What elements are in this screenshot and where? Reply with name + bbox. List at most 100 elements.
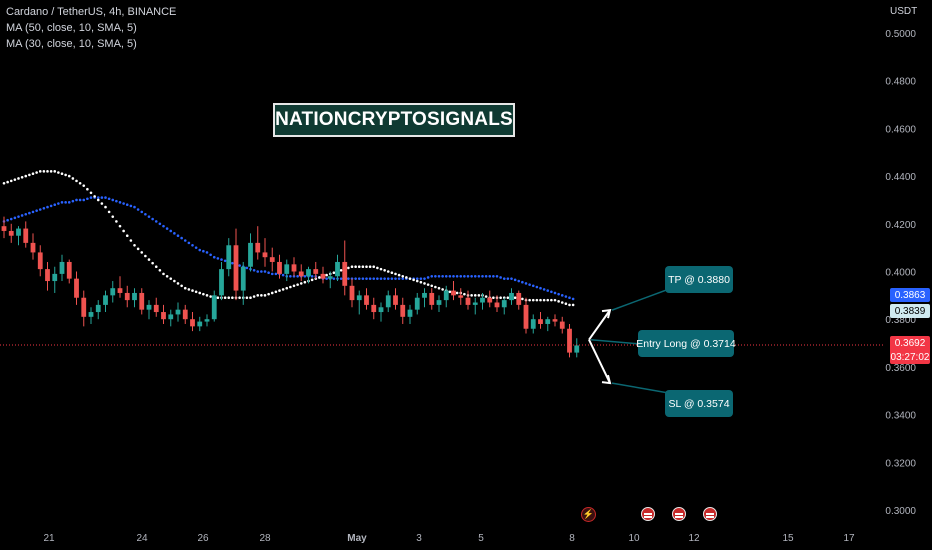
candle-body [545, 319, 551, 324]
ma50-point [270, 272, 274, 276]
ma50-point [484, 274, 488, 278]
ma50-point [86, 197, 89, 201]
ma50-point [28, 211, 31, 215]
ma50-point [111, 198, 115, 202]
ma30-point [292, 284, 296, 288]
candle-body [240, 266, 246, 291]
us-flag-icon[interactable] [703, 507, 717, 521]
ma50-point [506, 277, 510, 280]
ma50-point [17, 215, 20, 218]
candle-body [306, 269, 311, 277]
ma50-point [415, 277, 419, 280]
ma30-point [521, 297, 524, 301]
ma50-point [499, 276, 502, 279]
candle-body [284, 264, 290, 274]
candle-body [342, 261, 348, 286]
candle-body [45, 269, 50, 282]
us-flag-icon[interactable] [641, 507, 655, 521]
entry-callout[interactable]: Entry Long @ 0.3714 [636, 330, 736, 357]
candle-body [574, 345, 580, 353]
ma30-point [339, 269, 343, 272]
ma30-point [571, 303, 575, 307]
ma30-legend[interactable]: MA (30, close, 10, SMA, 5) [6, 38, 137, 50]
ma30-point [379, 267, 383, 271]
candle-body [277, 261, 282, 274]
ma50-point [169, 229, 173, 233]
ma30-point [263, 294, 267, 297]
ma30-point [386, 270, 390, 273]
ma30-point [100, 202, 104, 205]
ma50-point [9, 217, 13, 221]
ma50-point [365, 277, 368, 280]
ma50-point [238, 264, 241, 267]
ma30-point [176, 282, 180, 285]
ma50-point [46, 205, 49, 209]
ma50-point [546, 289, 550, 292]
ma50-point [394, 277, 397, 280]
ma50-point [426, 276, 430, 279]
ma30-point [267, 292, 270, 296]
ma30-point [430, 284, 434, 288]
lightning-icon[interactable]: ⚡ [581, 507, 596, 522]
price-tick-label: 0.4800 [885, 77, 916, 88]
ma30-point [506, 296, 510, 300]
ma50-point [495, 274, 499, 278]
candle-body [95, 304, 101, 313]
ma50-point [202, 249, 205, 253]
ma50-point [118, 201, 122, 204]
ma30-point [289, 285, 292, 289]
ma30-point [187, 288, 191, 291]
ma30-point [347, 266, 350, 270]
price-axis[interactable]: 0.5000 0.4800 0.4600 0.4400 0.4200 0.4000 0.38… [885, 29, 916, 517]
ma30-point [6, 180, 9, 184]
candle-body [422, 292, 427, 298]
candle-body [110, 288, 116, 296]
us-flag-icon[interactable] [672, 507, 686, 521]
time-axis[interactable]: 21 24 26 28 May 3 5 8 10 12 15 17 [43, 533, 855, 544]
candle-body [124, 292, 130, 301]
ma50-price-tag: 0.3863 [890, 288, 930, 302]
price-tick-label: 0.3400 [885, 411, 916, 422]
ma50-legend[interactable]: MA (50, close, 10, SMA, 5) [6, 22, 137, 34]
ma30-point [173, 279, 176, 283]
ma50-point [560, 294, 564, 297]
candle-body [66, 261, 72, 279]
tp-callout[interactable]: TP @ 0.3880 [665, 266, 733, 293]
ma50-point [419, 277, 423, 280]
ma50-point [434, 274, 437, 278]
ma30-point [568, 303, 571, 307]
candle-body [509, 292, 514, 301]
candle-countdown: 03:27:02 [890, 350, 930, 364]
candle-body [465, 297, 471, 305]
ma30-point [198, 291, 202, 295]
ma30-point [357, 265, 361, 269]
time-tick-label: 5 [478, 533, 484, 544]
ma30-point [231, 296, 234, 300]
time-tick-label: May [347, 533, 367, 544]
sl-callout[interactable]: SL @ 0.3574 [665, 390, 733, 417]
ma50-point [292, 274, 296, 278]
candle-body [117, 288, 123, 293]
ma50-point [194, 246, 198, 249]
ma30-point [205, 294, 209, 297]
candle-body [182, 309, 188, 320]
symbol-title[interactable]: Cardano / TetherUS, 4h, BINANCE [6, 6, 177, 18]
ma50-point [502, 277, 506, 280]
ma30-point [376, 266, 379, 270]
ma50-point [198, 248, 202, 252]
ma50-point [147, 215, 151, 218]
ma30-point [13, 178, 17, 181]
watermark-logo: NATIONCRYPTOSIGNALS [273, 103, 515, 137]
ma50-point [158, 222, 162, 226]
candle-body [356, 295, 362, 301]
ma50-point [303, 274, 307, 278]
ma50-point [473, 274, 477, 278]
ma50-point [162, 224, 165, 228]
price-tick-label: 0.3600 [885, 363, 916, 374]
ma30-point [191, 289, 194, 292]
ma30-point [492, 296, 495, 300]
ma50-point [38, 208, 42, 211]
ma30-point [553, 298, 557, 302]
ma50-point [568, 296, 571, 300]
